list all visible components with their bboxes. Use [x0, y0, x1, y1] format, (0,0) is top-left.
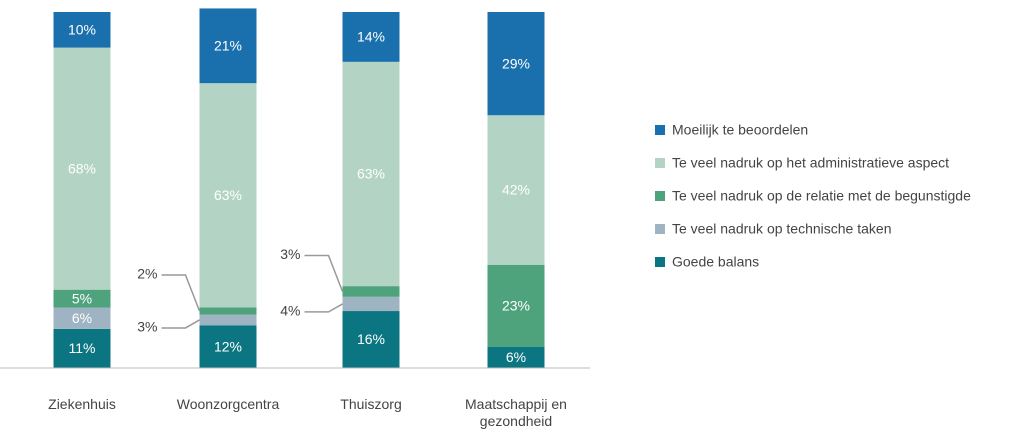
bar-segment [487, 264, 545, 347]
data-label: 4% [280, 303, 300, 319]
data-label: 3% [280, 246, 300, 262]
data-label: 68% [68, 160, 96, 176]
bar-segment [53, 307, 111, 329]
legend-label: Te veel nadruk op technische taken [672, 221, 891, 237]
x-tick-label: Ziekenhuis [48, 396, 116, 412]
data-label: 14% [357, 29, 385, 45]
data-label: 3% [137, 319, 157, 335]
legend-swatch [655, 191, 665, 201]
bar-segment [487, 115, 545, 265]
data-label: 10% [68, 22, 96, 38]
data-label: 29% [502, 55, 530, 71]
bar-segment [199, 314, 257, 326]
leader-line [304, 303, 343, 313]
data-label: 12% [214, 338, 242, 354]
legend-swatch [655, 224, 665, 234]
bar-segment [199, 325, 257, 368]
bar-segment [199, 8, 257, 84]
x-tick-label: Maatschappij en gezondheid [465, 396, 567, 429]
x-tick-label: Woonzorgcentra [176, 396, 280, 412]
legend-label: Moeilijk te beoordelen [672, 122, 808, 138]
leader-line [304, 254, 344, 292]
legend-label: Te veel nadruk op het administratieve as… [672, 155, 949, 171]
bar-segment [53, 47, 111, 290]
data-label: 5% [72, 290, 92, 306]
bar-segment [342, 286, 400, 297]
x-tick-label: Thuiszorg [340, 396, 402, 412]
bar-segment [53, 12, 111, 48]
bar-segment [199, 83, 257, 308]
bar-segment [53, 328, 111, 368]
bar-segment [342, 311, 400, 368]
bar-segment [342, 296, 400, 312]
data-label: 23% [502, 297, 530, 313]
legend-swatch [655, 257, 665, 267]
bar-segment [53, 289, 111, 308]
legend-swatch [655, 125, 665, 135]
data-label: 42% [502, 182, 530, 198]
legend-label: Te veel nadruk op de relatie met de begu… [672, 188, 971, 204]
data-label: 63% [357, 166, 385, 182]
data-label: 63% [214, 187, 242, 203]
data-label: 2% [137, 266, 157, 282]
bar-segment [487, 346, 545, 368]
legend-swatch [655, 158, 665, 168]
data-label: 11% [69, 340, 96, 356]
data-label: 21% [214, 38, 242, 54]
leader-line [161, 319, 200, 329]
data-label: 16% [357, 331, 385, 347]
bar-segment [487, 12, 545, 116]
data-label: 6% [72, 310, 92, 326]
data-label: 6% [506, 349, 526, 365]
bar-segment [342, 12, 400, 62]
bar-segment [342, 61, 400, 287]
bar-segment [199, 307, 257, 315]
leader-line [161, 274, 201, 312]
legend-label: Goede balans [672, 254, 759, 270]
